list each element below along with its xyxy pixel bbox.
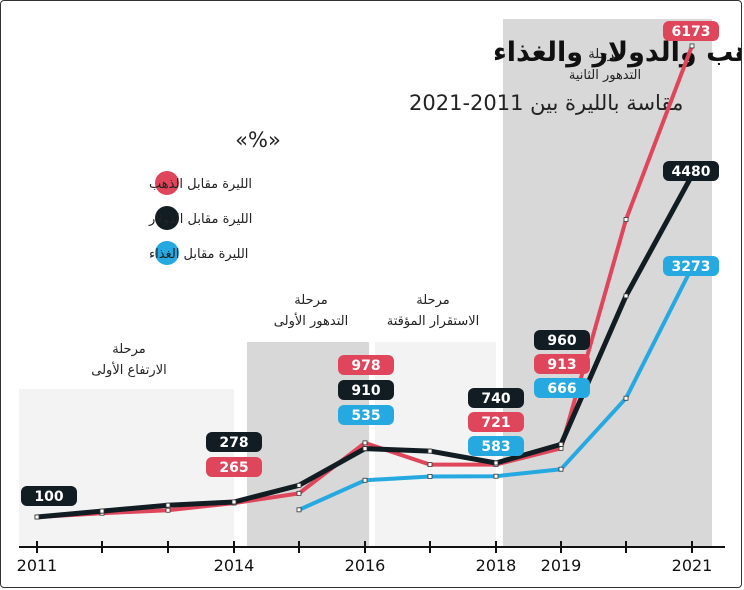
value-pill-dollar-2016: [338, 380, 394, 400]
value-label-gold-2014: 265: [219, 460, 248, 476]
chart-unit: «%»: [235, 128, 281, 152]
data-point-dollar: [99, 508, 105, 514]
data-point-gold: [296, 490, 302, 496]
phase-label-1-line2: الارتفاع الأولى: [91, 361, 166, 378]
data-point-food: [427, 474, 433, 479]
phase-label-4-line1: مرحلة: [588, 47, 621, 62]
value-pill-gold-2014: [206, 457, 262, 477]
value-pill-food-2018: [468, 436, 524, 456]
x-tick-label-2014: 2014: [214, 556, 255, 575]
legend-swatch-dollar: [155, 206, 179, 230]
value-pill-dollar-2011: [21, 486, 77, 506]
data-point-food: [558, 466, 564, 472]
data-point-dollar: [493, 460, 499, 466]
value-label-food-2018: 583: [481, 439, 510, 455]
value-label-gold-2016: 978: [351, 358, 380, 374]
value-label-dollar-2019: 960: [547, 333, 576, 349]
value-label-food-2021: 3273: [672, 259, 711, 275]
value-pill-dollar-2014: [206, 432, 262, 452]
value-label-food-2016: 535: [351, 408, 380, 424]
value-label-food-2019: 666: [547, 381, 576, 397]
value-pill-dollar-2019: [534, 330, 590, 350]
data-point-dollar: [231, 499, 237, 505]
x-tick-label-2011: 2011: [17, 556, 58, 575]
data-point-dollar: [34, 514, 40, 520]
data-point-food: [362, 477, 368, 483]
value-label-gold-2021: 6173: [672, 24, 711, 40]
data-point-gold: [165, 507, 171, 513]
value-label-dollar-2014: 278: [219, 435, 248, 451]
data-point-gold: [623, 217, 629, 222]
value-label-dollar-2021: 4480: [672, 164, 711, 180]
data-point-dollar: [623, 293, 629, 299]
phase-band-2: [247, 342, 369, 547]
data-point-gold: [427, 462, 433, 467]
value-pill-food-2019: [534, 378, 590, 398]
value-pill-gold-2016: [338, 355, 394, 375]
data-point-food: [623, 395, 629, 401]
data-point-gold: [362, 440, 368, 446]
phase-label-1-line1: مرحلة: [112, 342, 145, 357]
value-label-dollar-2018: 740: [481, 391, 510, 407]
value-pill-gold-2019: [534, 354, 590, 374]
phase-label-3-line1: مرحلة: [416, 293, 449, 308]
data-point-food: [493, 473, 499, 479]
x-tick-label-2021: 2021: [672, 556, 713, 575]
value-pill-food-2016: [338, 405, 394, 425]
legend-swatch-food: [155, 241, 179, 265]
value-pill-gold-2021: [663, 21, 719, 41]
phase-label-4-line2: التدهور الثانية: [569, 68, 641, 83]
phase-band-1: [19, 389, 234, 547]
value-pill-dollar-2018: [468, 388, 524, 408]
value-pill-dollar-2021: [663, 161, 719, 181]
legend-label-gold: الليرة مقابل الذهب: [149, 177, 252, 192]
data-point-dollar: [427, 448, 433, 454]
value-pill-food-2021: [663, 256, 719, 276]
data-point-dollar: [165, 502, 171, 508]
value-label-gold-2019: 913: [547, 357, 576, 373]
legend-label-dollar: الليرة مقابل الدولار: [148, 212, 252, 227]
phase-label-2-line2: التدهور الأولى: [274, 312, 348, 329]
value-label-gold-2018: 721: [481, 415, 510, 431]
data-point-food: [296, 507, 302, 513]
value-pill-gold-2018: [468, 412, 524, 432]
data-point-dollar: [558, 441, 564, 447]
legend-label-food: الليرة مقابل الغذاء: [149, 247, 248, 262]
phase-label-2-line1: مرحلة: [294, 293, 327, 308]
x-tick-label-2016: 2016: [345, 556, 386, 575]
data-point-gold: [689, 43, 695, 49]
phase-label-3-line2: الاستقرار المؤقتة: [387, 314, 480, 329]
data-point-dollar: [362, 446, 368, 452]
value-label-dollar-2011: 100: [34, 489, 63, 505]
chart-subtitle: مقاسة بالليرة بين 2011-2021: [409, 91, 683, 115]
x-tick-label-2018: 2018: [476, 556, 517, 575]
x-tick-label-2019: 2019: [541, 556, 582, 575]
value-label-dollar-2016: 910: [351, 383, 380, 399]
legend-swatch-gold: [155, 171, 179, 195]
data-point-dollar: [296, 482, 302, 488]
